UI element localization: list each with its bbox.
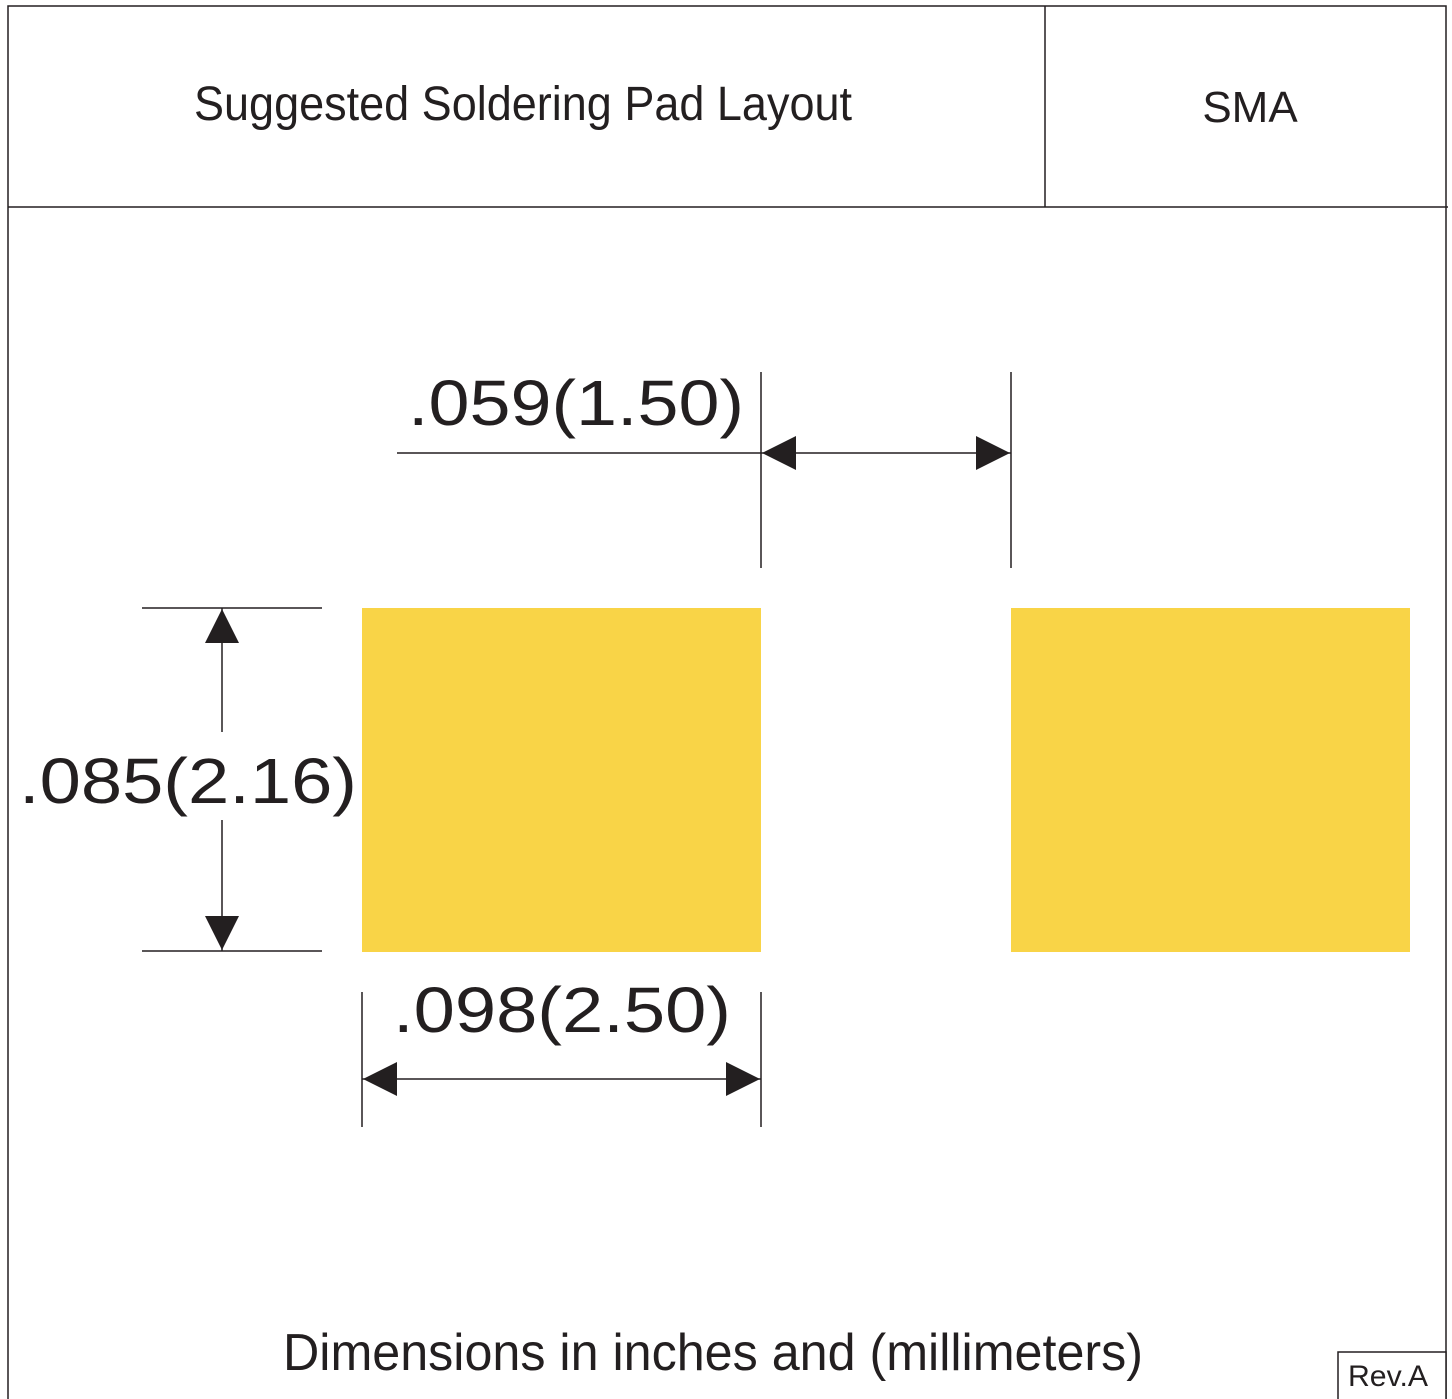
revision-label: Rev.A: [1348, 1360, 1428, 1393]
drawing-title: Suggested Soldering Pad Layout: [194, 78, 852, 131]
pad-width-label: .098(2.50): [393, 974, 731, 1046]
revision-box: [1337, 1351, 1447, 1399]
width-arrowhead-right: [726, 1062, 760, 1096]
pad-height-dimension: .085(2.16): [19, 607, 357, 952]
gap-arrowhead-left: [762, 436, 796, 470]
pad-height-label: .085(2.16): [19, 745, 357, 817]
drawing-frame: [7, 5, 1447, 1399]
pad-width-dimension: .098(2.50): [361, 974, 762, 1127]
width-arrowhead-left: [363, 1062, 397, 1096]
solder-pad-left: [362, 608, 761, 952]
solder-pad-right: [1011, 608, 1410, 952]
units-note: Dimensions in inches and (millimeters): [283, 1324, 1143, 1382]
package-name: SMA: [1202, 83, 1298, 132]
gap-dimension: .059(1.50): [397, 367, 1012, 568]
gap-dimension-label: .059(1.50): [408, 367, 744, 439]
height-arrowhead-top: [205, 609, 239, 643]
height-arrowhead-bottom: [205, 916, 239, 950]
gap-arrowhead-right: [976, 436, 1010, 470]
